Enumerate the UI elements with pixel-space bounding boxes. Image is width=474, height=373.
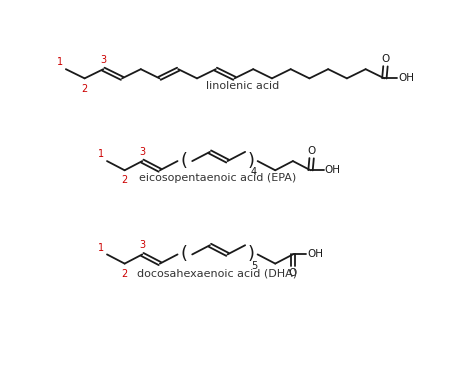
Text: O: O	[289, 269, 297, 279]
Text: 3: 3	[100, 55, 106, 65]
Text: (: (	[181, 245, 188, 263]
Text: linolenic acid: linolenic acid	[206, 81, 280, 91]
Text: docosahexaenoic acid (DHA): docosahexaenoic acid (DHA)	[137, 268, 297, 278]
Text: OH: OH	[325, 165, 341, 175]
Text: O: O	[308, 146, 316, 156]
Text: 4: 4	[251, 167, 257, 178]
Text: 2: 2	[82, 84, 88, 94]
Text: 3: 3	[139, 147, 146, 157]
Text: O: O	[381, 54, 390, 64]
Text: ): )	[247, 245, 255, 263]
Text: OH: OH	[399, 73, 415, 83]
Text: 5: 5	[251, 261, 257, 271]
Text: eicosopentaenoic acid (EPA): eicosopentaenoic acid (EPA)	[138, 173, 296, 183]
Text: (: (	[181, 152, 188, 170]
Text: 2: 2	[121, 175, 128, 185]
Text: ): )	[247, 152, 255, 170]
Text: 2: 2	[121, 269, 128, 279]
Text: 1: 1	[98, 243, 104, 253]
Text: OH: OH	[307, 250, 323, 260]
Text: 3: 3	[139, 241, 146, 250]
Text: 1: 1	[98, 149, 104, 159]
Text: 1: 1	[57, 57, 64, 68]
